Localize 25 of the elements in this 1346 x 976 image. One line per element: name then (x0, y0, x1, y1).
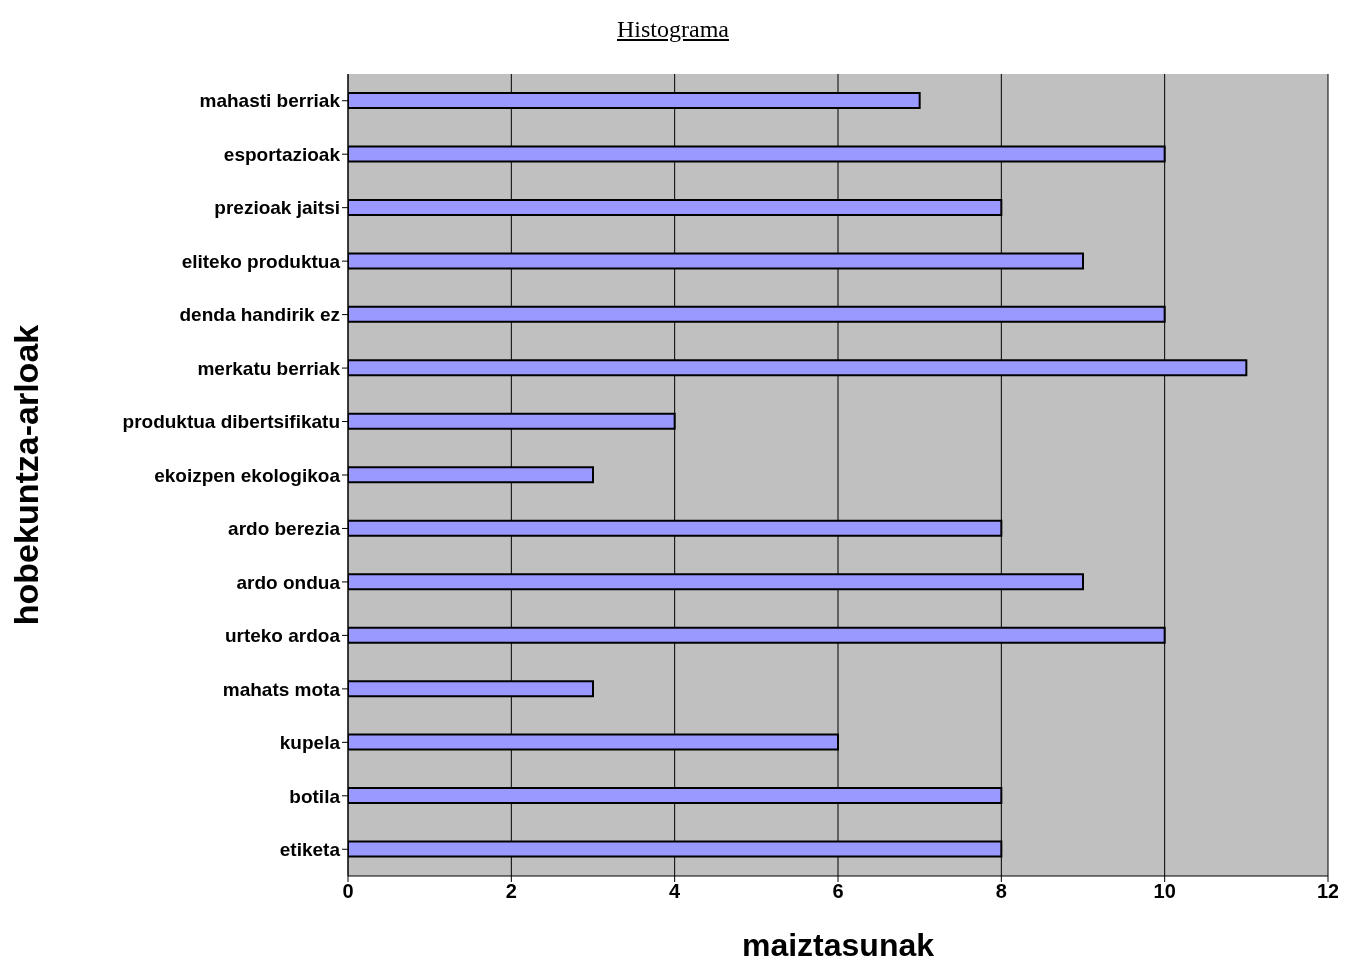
y-tick-label: urteko ardoa (224, 625, 341, 647)
x-tick-label: 8 (995, 880, 1007, 903)
x-tick-label: 6 (832, 880, 844, 903)
y-tick-label: eliteko produktua (181, 250, 341, 272)
y-tick-label: ekoizpen ekologikoa (154, 464, 341, 486)
x-tick-label: 0 (342, 880, 354, 903)
y-tick-label: mahats mota (222, 678, 341, 700)
y-tick-label: ardo berezia (228, 518, 341, 540)
y-tick-label: botila (289, 785, 341, 807)
chart-title: Histograma (616, 15, 730, 44)
x-tick-label: 12 (1316, 880, 1340, 903)
y-tick-label: merkatu berriak (197, 357, 341, 379)
y-tick-label: produktua dibertsifikatu (122, 411, 340, 433)
y-tick-label: mahasti berriak (199, 90, 341, 112)
y-tick-label: denda handirik ez (179, 304, 340, 326)
y-tick-label: kupela (279, 732, 341, 754)
y-tick-label: esportazioak (223, 143, 341, 165)
y-tick-label: prezioak jaitsi (214, 197, 340, 219)
y-axis-title: hobekuntza-arloak (7, 324, 46, 626)
x-axis-title: maiztasunak (741, 927, 935, 963)
y-tick-label: ardo ondua (236, 571, 341, 593)
x-tick-label: 2 (505, 880, 517, 903)
x-tick-label: 10 (1153, 880, 1176, 903)
y-tick-label: etiketa (279, 839, 341, 861)
x-tick-label: 4 (669, 880, 682, 903)
